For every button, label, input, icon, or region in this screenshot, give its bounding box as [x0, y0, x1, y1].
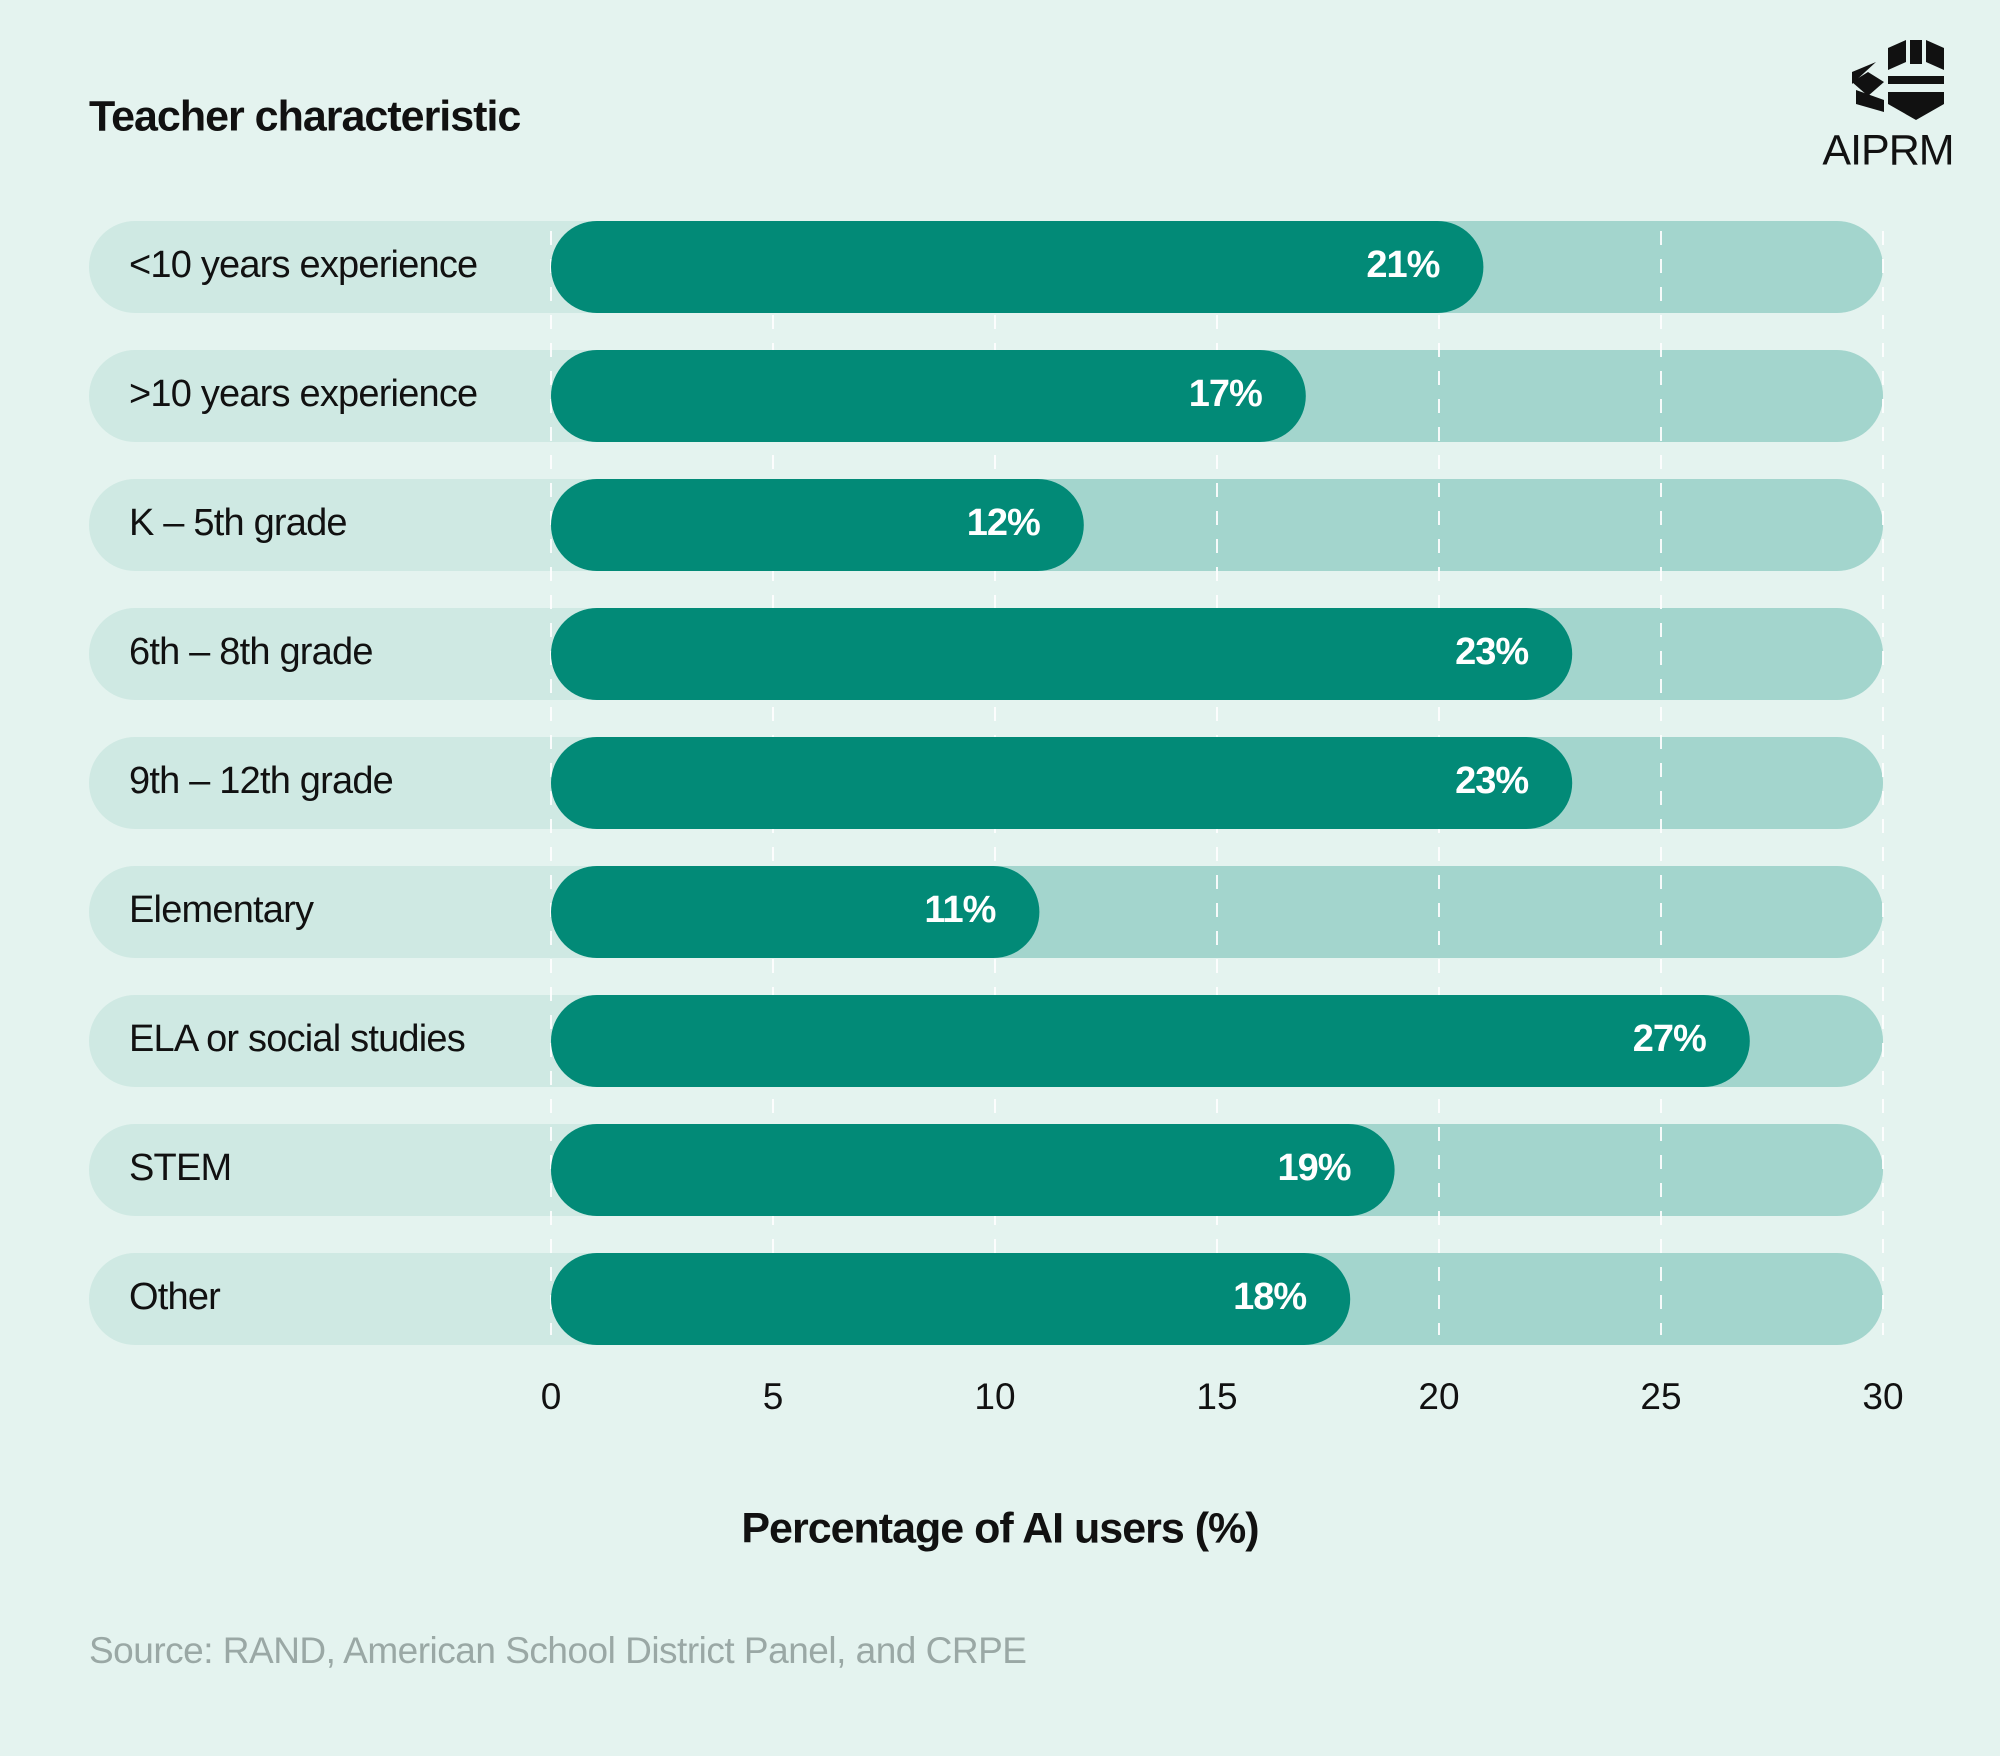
value-label: 12%	[967, 502, 1040, 544]
bar	[551, 221, 1484, 313]
x-tick-label: 10	[974, 1376, 1015, 1417]
category-label: ELA or social studies	[129, 1018, 465, 1060]
bar	[551, 608, 1573, 700]
x-tick-label: 25	[1640, 1376, 1681, 1417]
bar	[551, 1124, 1395, 1216]
source: Source: RAND, American School District P…	[89, 1630, 1026, 1671]
x-tick-label: 15	[1196, 1376, 1237, 1417]
brand: AIPRM	[1822, 126, 1953, 174]
value-label: 18%	[1233, 1276, 1306, 1318]
bar	[551, 1253, 1351, 1345]
category-label: 9th – 12th grade	[129, 760, 393, 802]
category-label: Elementary	[129, 889, 314, 931]
bar	[551, 479, 1084, 571]
category-label: Other	[129, 1276, 221, 1318]
x-tick-label: 0	[541, 1376, 562, 1417]
value-label: 11%	[924, 889, 995, 931]
chart-title: Teacher characteristic	[89, 92, 520, 140]
value-label: 27%	[1633, 1018, 1706, 1060]
logo-icon	[1852, 40, 1944, 120]
bar	[551, 737, 1573, 829]
bar	[551, 350, 1306, 442]
value-label: 17%	[1189, 373, 1262, 415]
value-label: 21%	[1366, 244, 1439, 286]
x-axis-title: Percentage of AI users (%)	[741, 1504, 1258, 1552]
bar	[551, 995, 1750, 1087]
category-label: 6th – 8th grade	[129, 631, 373, 673]
category-label: >10 years experience	[129, 373, 477, 415]
value-label: 23%	[1455, 760, 1528, 802]
x-tick-label: 5	[763, 1376, 784, 1417]
plot-area: 0 5 10 15 20 25 30 <10 years experience 21% >10 y…	[89, 221, 1904, 1417]
value-label: 23%	[1455, 631, 1528, 673]
bar	[551, 866, 1040, 958]
x-tick-label: 30	[1862, 1376, 1903, 1417]
value-label: 19%	[1278, 1147, 1351, 1189]
x-tick-label: 20	[1418, 1376, 1459, 1417]
category-label: <10 years experience	[129, 244, 477, 286]
category-label: STEM	[129, 1147, 231, 1189]
category-label: K – 5th grade	[129, 502, 347, 544]
